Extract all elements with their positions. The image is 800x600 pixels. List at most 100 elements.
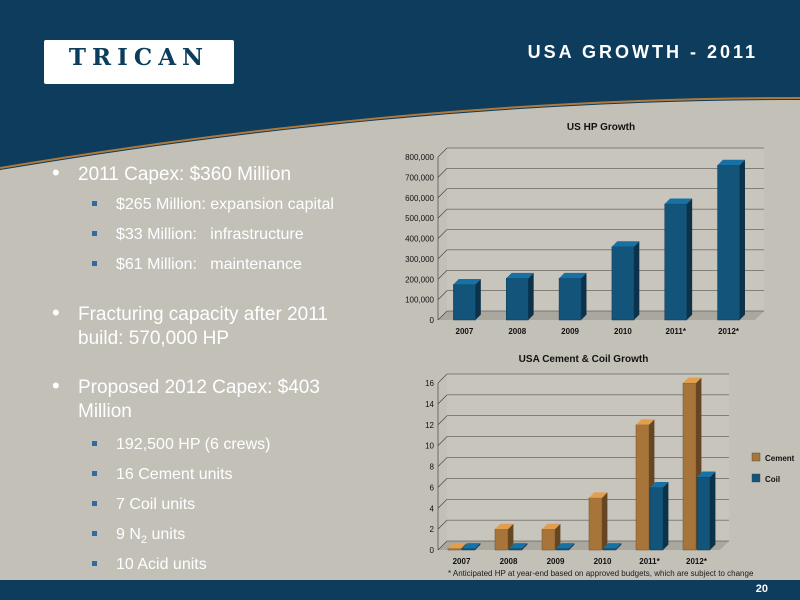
gridline (437, 498, 729, 509)
y-tick-label: 14 (425, 400, 434, 409)
hp-bar (717, 159, 745, 321)
x-tick-label: 2012* (718, 327, 740, 336)
bar-side (686, 198, 693, 320)
slide-title: USA GROWTH - 2011 (527, 42, 758, 62)
bar-top (556, 543, 575, 549)
bar-top (636, 419, 655, 425)
bar-side (633, 241, 640, 320)
bar-front (717, 164, 740, 321)
square-bullet-icon (92, 501, 97, 506)
bar-top (611, 241, 640, 247)
bar-side (616, 543, 622, 550)
bar-top (509, 543, 528, 549)
bar-front (611, 246, 635, 321)
x-tick-label: 2008 (508, 327, 526, 336)
gridline (437, 269, 764, 280)
chart-title: USA Cement & Coil Growth (519, 354, 649, 365)
gridline (437, 229, 764, 239)
gridline (437, 540, 729, 551)
footnote: * Anticipated HP at year-end based on ap… (448, 569, 754, 578)
bar-side (663, 481, 669, 550)
gridline (437, 415, 729, 425)
y-tick-label: 700,000 (405, 173, 434, 182)
hp-bar (453, 278, 481, 321)
square-bullet-icon (92, 471, 97, 476)
chart-floor (438, 311, 764, 320)
legend-label: Coil (765, 475, 780, 484)
bullet-dot-icon: • (52, 300, 60, 325)
hp-bar (506, 272, 534, 321)
y-tick-label: 500,000 (405, 214, 434, 223)
coil-bar (696, 471, 716, 551)
bar-top (462, 543, 481, 549)
bar-front (506, 277, 529, 321)
square-bullet-icon (92, 261, 97, 266)
y-tick-label: 2 (430, 525, 435, 534)
y-tick-label: 800,000 (405, 153, 434, 162)
bullet-dot-icon: • (52, 160, 60, 185)
coil-bar (555, 543, 575, 551)
bar-top (506, 272, 534, 279)
gridline (437, 208, 764, 219)
x-tick-label: 2012* (686, 557, 708, 566)
gridline (437, 249, 764, 260)
bar-front (696, 476, 711, 551)
x-tick-label: 2008 (500, 557, 518, 566)
gridline (437, 290, 764, 300)
y-tick-label: 100,000 (405, 296, 434, 305)
bar-top (603, 543, 622, 549)
x-tick-label: 2011* (666, 327, 687, 336)
gridline (437, 147, 764, 158)
bar-side (602, 492, 608, 550)
y-tick-label: 200,000 (405, 275, 434, 284)
bar-top (683, 377, 702, 383)
gridline (437, 373, 729, 384)
logo-subtext: WELL SERVICE (88, 74, 184, 83)
bar-side (528, 272, 534, 320)
square-bullet-icon (92, 201, 97, 206)
bar-front (664, 203, 687, 321)
gridline (437, 478, 729, 488)
y-tick-label: 4 (430, 504, 435, 513)
hp-bar (664, 198, 693, 321)
bar-side (555, 523, 561, 550)
x-tick-label: 2009 (561, 327, 579, 336)
bar-front (541, 528, 556, 551)
gridline (437, 188, 764, 198)
square-bullet-icon (92, 561, 97, 566)
bar-front (558, 277, 582, 321)
y-tick-label: 600,000 (405, 194, 434, 203)
hp-bar (611, 241, 640, 321)
legend-label: Cement (765, 454, 795, 463)
legend-swatch (751, 452, 761, 462)
bar-side (581, 272, 587, 320)
gridline (437, 519, 729, 530)
bar-front (461, 548, 476, 551)
gridline (437, 168, 764, 178)
bar-front (555, 548, 570, 551)
bullet-dot-icon: • (52, 373, 60, 398)
cement-bar (494, 523, 514, 551)
bar-top (664, 198, 693, 204)
logo-text: TRICAN (68, 44, 210, 71)
gridline (437, 436, 729, 446)
gridline (437, 394, 729, 405)
hp-bar (558, 272, 587, 321)
usa-cement-coil-growth-chart: USA Cement & Coil Growth 0 2 4 6 8 10 12 14 16 200… (425, 354, 795, 566)
bar-top (495, 523, 514, 530)
y-tick-label: 10 (425, 442, 434, 451)
bar-side (739, 159, 745, 320)
y-tick-label: 12 (425, 421, 434, 430)
us-hp-growth-chart: US HP Growth 0 100,000 200,000 300,000 400,00… (405, 122, 764, 336)
coil-bar (461, 543, 481, 551)
footer-bar: 20 (0, 580, 800, 600)
bar-top (448, 543, 467, 549)
bar-top (697, 471, 716, 477)
chart-title: US HP Growth (567, 122, 635, 133)
coil-bar (602, 543, 622, 551)
bar-front (453, 284, 476, 321)
bar-front (494, 528, 509, 551)
bar-front (602, 548, 617, 551)
bar-top (589, 492, 608, 498)
y-tick-label: 300,000 (405, 255, 434, 264)
